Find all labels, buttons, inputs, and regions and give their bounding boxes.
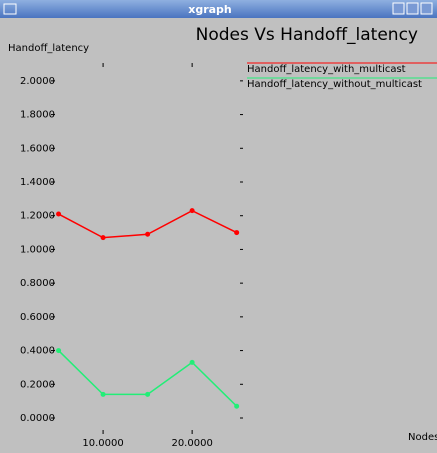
title-bar — [0, 0, 437, 18]
y-tick-label: 0.4000 — [20, 346, 55, 357]
data-point — [100, 391, 106, 397]
window-title: xgraph — [188, 3, 232, 16]
y-tick-label: 0.0000 — [20, 413, 55, 424]
close-button[interactable] — [420, 2, 433, 15]
y-axis-label: Handoff_latency — [8, 43, 89, 54]
y-tick-label: 1.6000 — [20, 143, 55, 154]
data-point — [234, 230, 240, 236]
y-tick-label: 0.6000 — [20, 312, 55, 323]
legend-label: Handoff_latency_with_multicast — [247, 64, 406, 75]
minimize-button[interactable] — [392, 2, 405, 15]
maximize-button[interactable] — [406, 2, 419, 15]
y-tick-label: 1.8000 — [20, 110, 55, 121]
plot-background — [0, 18, 437, 453]
data-point — [234, 403, 240, 409]
data-point — [189, 208, 195, 214]
data-point — [100, 235, 106, 241]
y-tick-label: 0.2000 — [20, 379, 55, 390]
x-tick-label: 10.0000 — [82, 438, 123, 449]
data-point — [56, 211, 62, 217]
data-point — [145, 231, 151, 237]
window-menu[interactable] — [3, 3, 17, 15]
data-point — [189, 359, 195, 365]
chart-title: Nodes Vs Handoff_latency — [196, 25, 418, 45]
y-tick-label: 1.4000 — [20, 177, 55, 188]
data-point — [145, 391, 151, 397]
x-tick-label: 20.0000 — [171, 438, 212, 449]
legend-label: Handoff_latency_without_multicast — [247, 79, 422, 90]
y-tick-label: 0.8000 — [20, 278, 55, 289]
y-tick-label: 1.0000 — [20, 244, 55, 255]
y-tick-label: 2.0000 — [20, 76, 55, 87]
x-axis-label: Nodes — [408, 432, 437, 443]
data-point — [56, 348, 62, 354]
y-tick-label: 1.2000 — [20, 211, 55, 222]
